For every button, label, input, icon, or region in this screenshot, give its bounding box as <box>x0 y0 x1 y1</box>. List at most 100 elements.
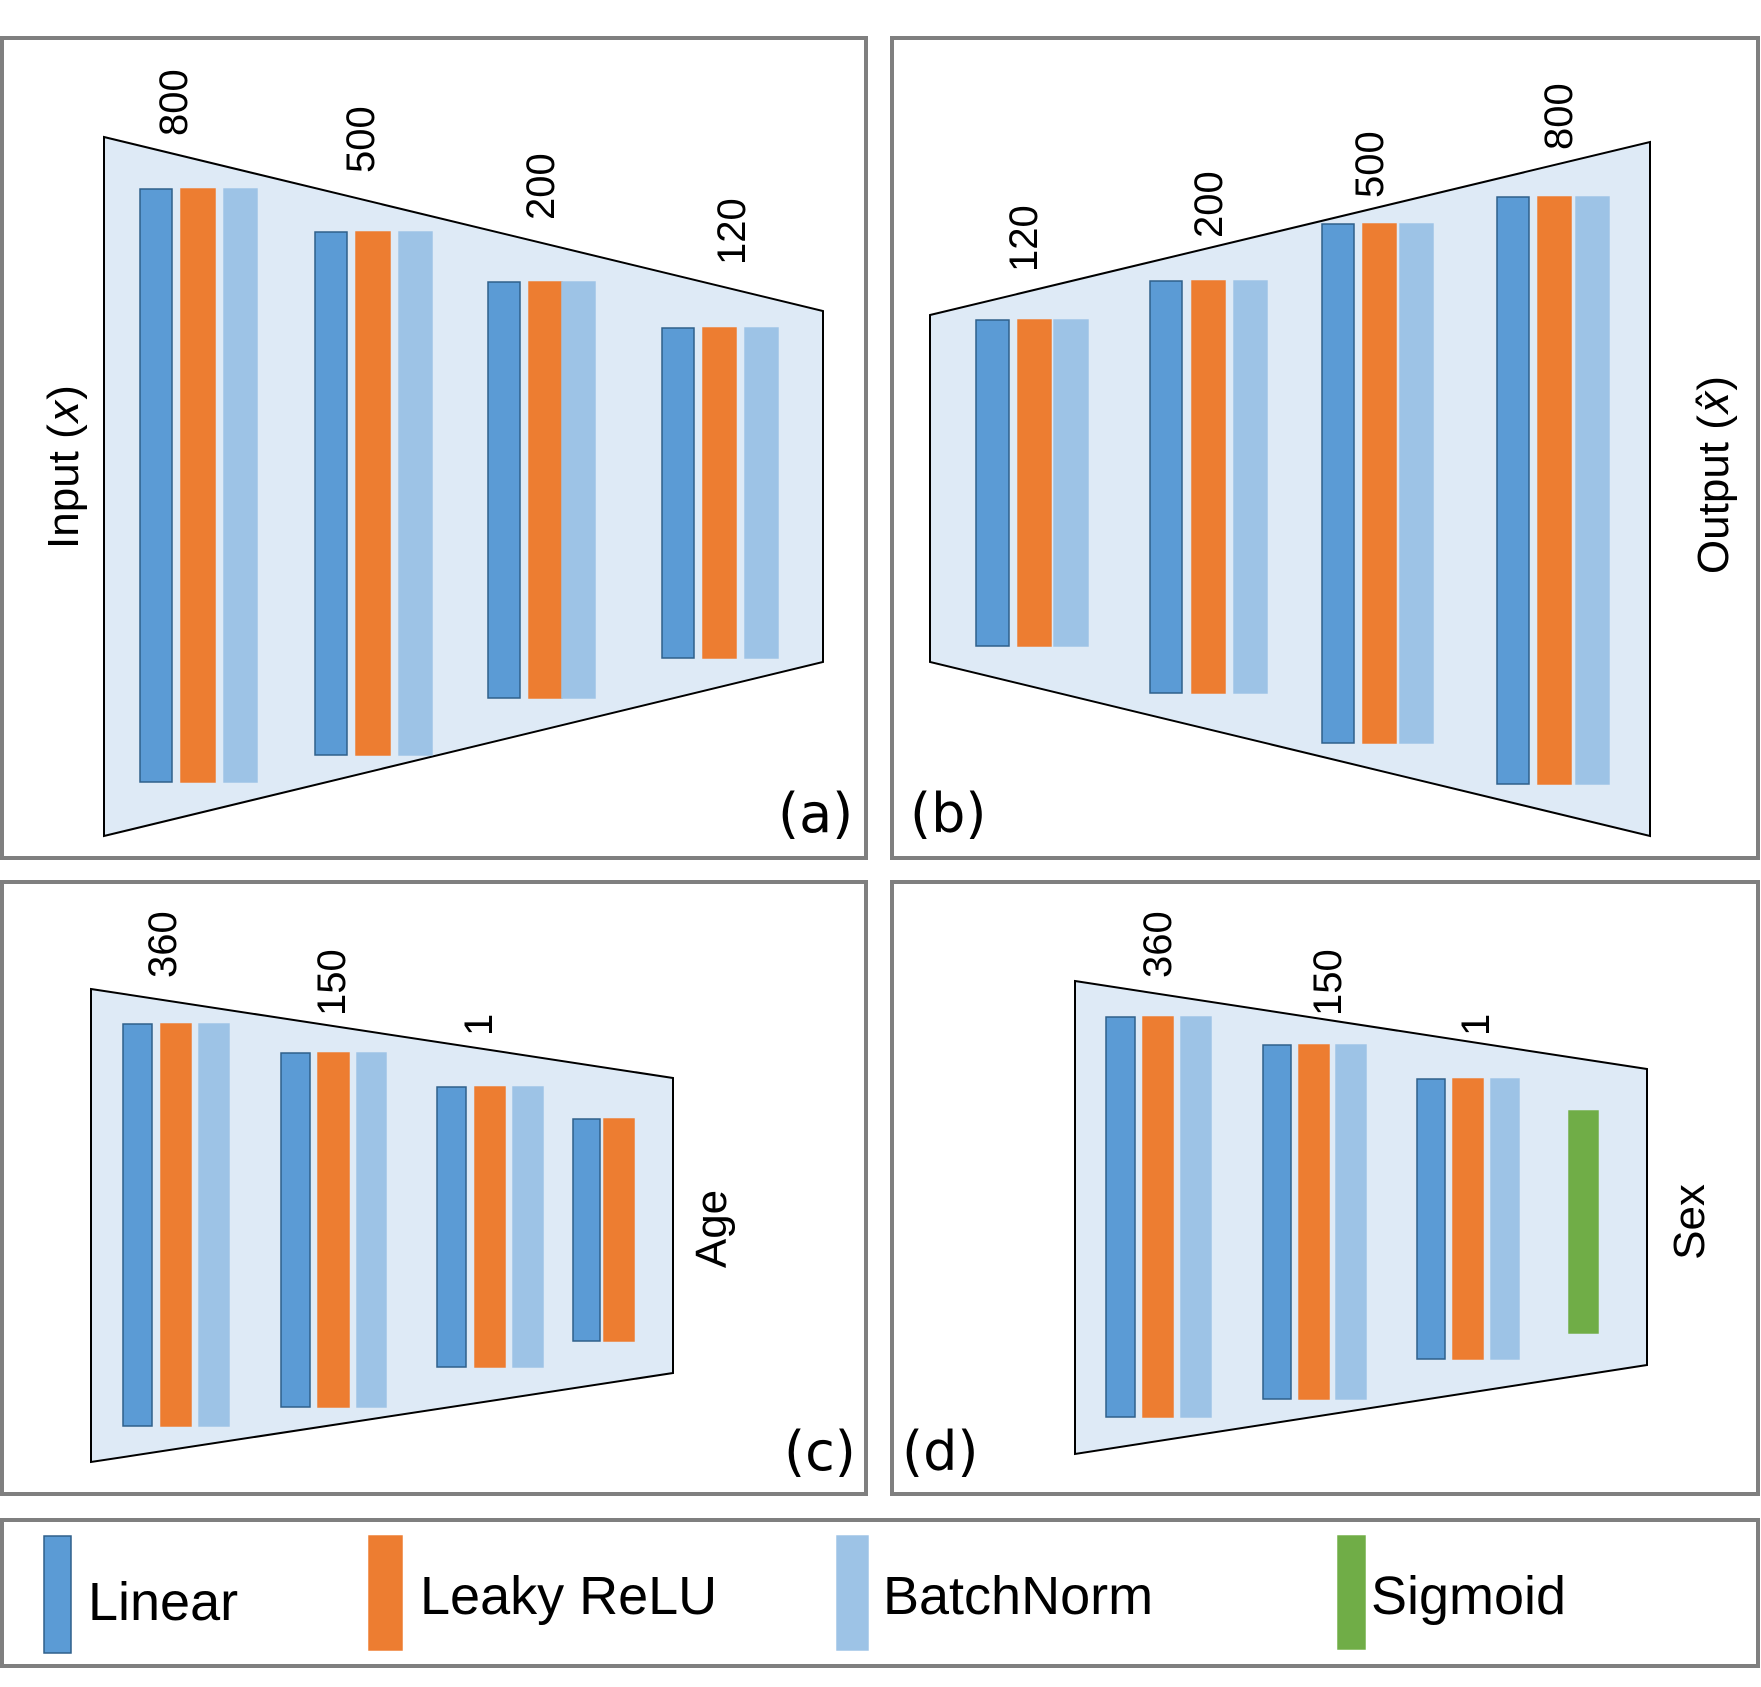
batchnorm-bar <box>512 1086 544 1368</box>
linear-bar <box>280 1052 311 1408</box>
layer-block <box>1496 196 1610 785</box>
leaky-relu-bar <box>355 231 391 756</box>
layer-size-label: 150 <box>310 949 354 1016</box>
leaky-relu-bar <box>1017 319 1052 647</box>
leaky-relu-bar <box>474 1086 506 1368</box>
layer-block <box>1262 1044 1367 1400</box>
legend-label-batchnorm: BatchNorm <box>883 1566 1153 1626</box>
linear-bar <box>1105 1016 1136 1418</box>
layer-block <box>436 1086 544 1368</box>
panel-b: 120 200 500 800 Output (𝑥̂) (b) <box>890 36 1760 860</box>
layer-size-label: 360 <box>141 911 185 978</box>
batchnorm-bar <box>223 188 258 783</box>
linear-bar <box>436 1086 467 1368</box>
panel-c: 360 150 1 Age (c) <box>0 880 868 1496</box>
leaky-relu-bar <box>528 281 563 699</box>
layer-block <box>1416 1078 1520 1360</box>
layer-size-label: 800 <box>1537 83 1581 150</box>
panel-a-trapezoid <box>103 135 824 838</box>
leaky-relu-bar <box>1191 280 1226 694</box>
leaky-relu-bar <box>702 327 737 659</box>
layer-size-label: 360 <box>1136 911 1180 978</box>
layer-block <box>314 231 433 756</box>
linear-bar <box>1321 223 1355 744</box>
layer-block <box>975 319 1089 647</box>
legend-swatch-leaky-relu <box>368 1535 403 1651</box>
panel-tag-c: (c) <box>784 1420 856 1483</box>
layer-block <box>139 188 258 783</box>
layer-size-label: 500 <box>1348 131 1392 198</box>
linear-bar <box>314 231 348 756</box>
linear-bar <box>661 327 695 659</box>
layer-size-label: 1 <box>1454 1014 1498 1036</box>
layer-block <box>487 281 596 699</box>
leaky-relu-bar <box>1362 223 1397 744</box>
leaky-relu-bar <box>1452 1078 1484 1360</box>
panel-b-trapezoid <box>929 140 1651 838</box>
layer-block <box>1105 1016 1212 1418</box>
batchnorm-bar <box>198 1023 230 1427</box>
leaky-relu-bar <box>1298 1044 1330 1400</box>
leaky-relu-bar <box>180 188 216 783</box>
legend: Linear Leaky ReLU BatchNorm Sigmoid <box>0 1518 1760 1668</box>
panel-a: 800 500 200 120 Input (𝑥) (a) <box>0 36 868 860</box>
linear-bar <box>975 319 1010 647</box>
batchnorm-bar <box>1233 280 1268 694</box>
leaky-relu-bar <box>1142 1016 1174 1418</box>
batchnorm-bar <box>1335 1044 1367 1400</box>
legend-label-sigmoid: Sigmoid <box>1371 1566 1566 1626</box>
batchnorm-bar <box>398 231 433 756</box>
legend-label-linear: Linear <box>88 1572 238 1632</box>
batchnorm-bar <box>1490 1078 1520 1360</box>
layer-size-label: 500 <box>339 106 383 173</box>
linear-bar <box>572 1118 601 1342</box>
batchnorm-bar <box>1180 1016 1212 1418</box>
batchnorm-bar <box>356 1052 387 1408</box>
legend-frame <box>0 1518 1760 1668</box>
panel-tag-b: (b) <box>910 782 986 845</box>
age-label: Age <box>687 1190 736 1268</box>
panel-d: 360 150 1 Sex (d) <box>890 880 1760 1496</box>
legend-swatch-linear <box>43 1535 72 1654</box>
batchnorm-bar <box>561 281 596 699</box>
legend-swatch-sigmoid <box>1337 1535 1366 1650</box>
linear-bar <box>1416 1078 1446 1360</box>
legend-label-leaky-relu: Leaky ReLU <box>420 1566 717 1626</box>
layer-size-label: 200 <box>519 153 563 220</box>
linear-bar <box>487 281 521 699</box>
layer-block <box>661 327 779 659</box>
leaky-relu-bar <box>317 1052 350 1408</box>
layer-block <box>122 1023 230 1427</box>
linear-bar <box>122 1023 153 1427</box>
linear-bar <box>1149 280 1183 694</box>
batchnorm-bar <box>1399 223 1434 744</box>
layer-block <box>280 1052 387 1408</box>
panel-tag-d: (d) <box>902 1420 978 1483</box>
layer-size-label: 120 <box>1002 205 1046 272</box>
leaky-relu-bar <box>603 1118 635 1342</box>
layer-size-label: 1 <box>457 1014 501 1036</box>
output-block <box>1568 1110 1599 1334</box>
linear-bar <box>139 188 173 783</box>
layer-size-label: 200 <box>1187 171 1231 238</box>
batchnorm-bar <box>1575 196 1610 785</box>
layer-block <box>1149 280 1268 694</box>
output-label: Output (𝑥̂) <box>1689 376 1738 574</box>
leaky-relu-bar <box>160 1023 192 1427</box>
layer-block <box>1321 223 1434 744</box>
output-block <box>572 1118 635 1342</box>
sigmoid-bar <box>1568 1110 1599 1334</box>
layer-size-label: 150 <box>1306 949 1350 1016</box>
layer-size-label: 800 <box>152 69 196 136</box>
layer-size-label: 120 <box>710 198 754 265</box>
batchnorm-bar <box>1053 319 1089 647</box>
input-label: Input (𝑥) <box>39 385 88 549</box>
leaky-relu-bar <box>1537 196 1572 785</box>
legend-swatch-batchnorm <box>836 1535 869 1651</box>
panel-tag-a: (a) <box>778 782 853 845</box>
linear-bar <box>1496 196 1530 785</box>
sex-label: Sex <box>1665 1184 1714 1260</box>
linear-bar <box>1262 1044 1292 1400</box>
batchnorm-bar <box>744 327 779 659</box>
